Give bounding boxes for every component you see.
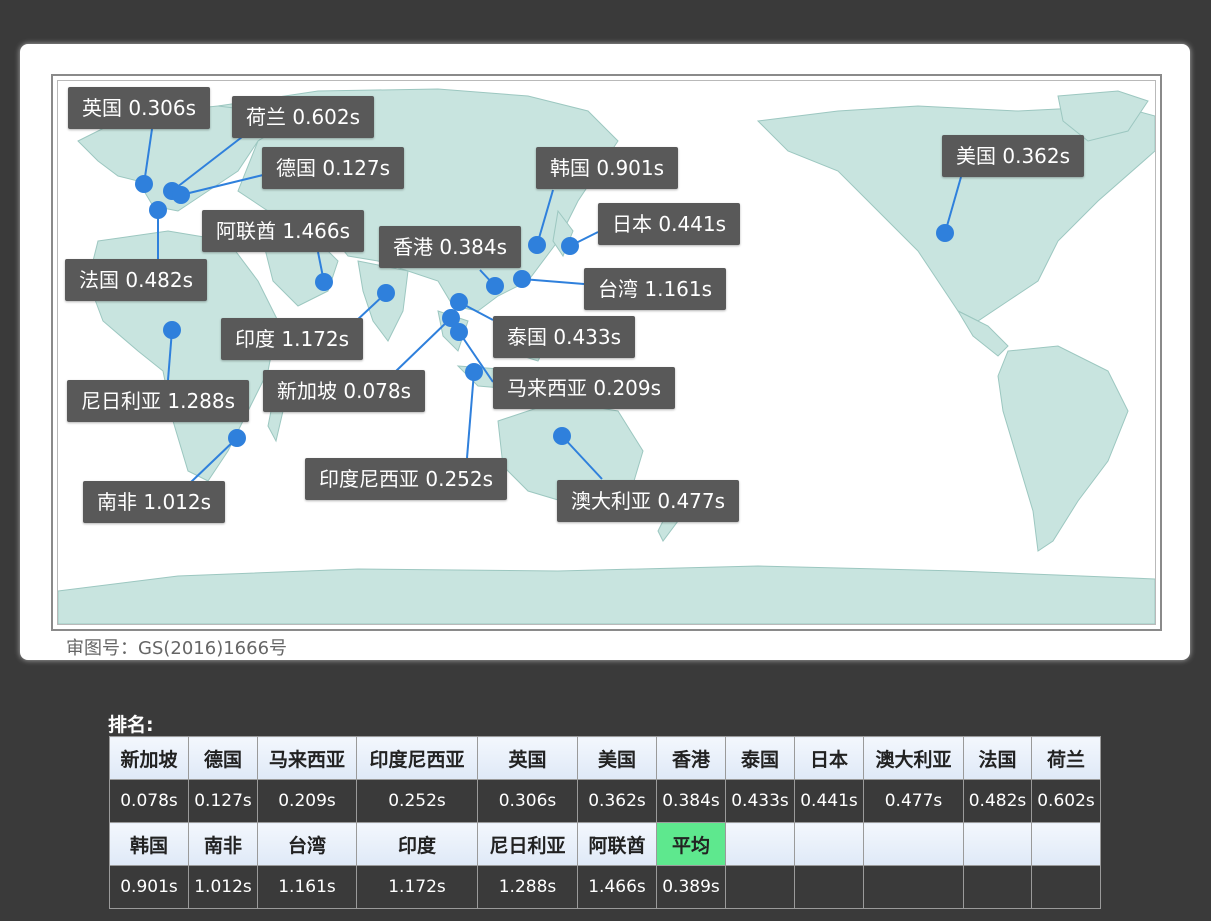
rank-value-cell: 0.209s (257, 779, 357, 823)
map-label-hk[interactable]: 香港 0.384s (379, 226, 522, 268)
rank-value-cell: 0.602s (1031, 779, 1101, 823)
rank-value-cell: 1.012s (188, 865, 258, 909)
rank-name-cell: 荷兰 (1031, 736, 1101, 780)
map-label-ng[interactable]: 尼日利亚 1.288s (67, 380, 250, 422)
rank-empty-cell (863, 865, 964, 909)
rank-name-cell: 澳大利亚 (863, 736, 964, 780)
rank-value-cell: 0.306s (477, 779, 578, 823)
rank-name-cell: 马来西亚 (257, 736, 357, 780)
rank-average-value: 0.389s (656, 865, 726, 909)
rank-average-cell: 平均 (656, 822, 726, 866)
map-label-za[interactable]: 南非 1.012s (83, 481, 226, 523)
rank-name-cell: 尼日利亚 (477, 822, 578, 866)
rank-name-cell: 韩国 (109, 822, 189, 866)
marker-dot-au[interactable] (553, 427, 571, 445)
rank-empty-cell (794, 865, 864, 909)
map-label-us[interactable]: 美国 0.362s (942, 135, 1085, 177)
rank-name-cell: 日本 (794, 736, 864, 780)
rank-name-cell: 印度尼西亚 (356, 736, 478, 780)
rank-name-cell: 英国 (477, 736, 578, 780)
marker-dot-tw[interactable] (513, 270, 531, 288)
marker-dot-fr[interactable] (149, 201, 167, 219)
marker-dot-kr[interactable] (528, 236, 546, 254)
rank-empty-cell (794, 822, 864, 866)
ranking-table: 新加坡 德国 马来西亚 印度尼西亚 英国 美国 香港 泰国 日本 澳大利亚 法国… (109, 736, 1101, 909)
map-label-kr[interactable]: 韩国 0.901s (536, 147, 679, 189)
ranking-row-values: 0.078s 0.127s 0.209s 0.252s 0.306s 0.362… (109, 779, 1101, 823)
map-label-nl[interactable]: 荷兰 0.602s (232, 96, 375, 138)
rank-value-cell: 1.172s (356, 865, 478, 909)
map-label-my[interactable]: 马来西亚 0.209s (493, 367, 676, 409)
rank-value-cell: 0.433s (725, 779, 795, 823)
map-label-ae[interactable]: 阿联酋 1.466s (202, 210, 365, 252)
marker-dot-in[interactable] (377, 284, 395, 302)
marker-dot-sg[interactable] (442, 309, 460, 327)
rank-value-cell: 0.384s (656, 779, 726, 823)
ranking-title: 排名: (108, 714, 154, 736)
map-label-sg[interactable]: 新加坡 0.078s (263, 370, 426, 412)
rank-value-cell: 0.362s (577, 779, 657, 823)
marker-dot-hk[interactable] (486, 277, 504, 295)
rank-name-cell: 阿联酋 (577, 822, 657, 866)
ranking-row-names: 韩国 南非 台湾 印度 尼日利亚 阿联酋 平均 (109, 822, 1101, 866)
map-label-th[interactable]: 泰国 0.433s (493, 316, 636, 358)
rank-value-cell: 0.252s (356, 779, 478, 823)
rank-value-cell: 0.441s (794, 779, 864, 823)
map-label-id[interactable]: 印度尼西亚 0.252s (305, 458, 508, 500)
rank-value-cell: 0.078s (109, 779, 189, 823)
map-label-fr[interactable]: 法国 0.482s (65, 259, 208, 301)
rank-empty-cell (863, 822, 964, 866)
rank-empty-cell (725, 865, 795, 909)
rank-value-cell: 0.127s (188, 779, 258, 823)
map-label-tw[interactable]: 台湾 1.161s (584, 268, 727, 310)
marker-dot-jp[interactable] (561, 237, 579, 255)
rank-empty-cell (725, 822, 795, 866)
rank-value-cell: 0.477s (863, 779, 964, 823)
rank-empty-cell (1031, 865, 1101, 909)
marker-dot-ng[interactable] (163, 321, 181, 339)
map-label-jp[interactable]: 日本 0.441s (598, 203, 741, 245)
marker-dot-de[interactable] (172, 186, 190, 204)
marker-dot-id[interactable] (465, 363, 483, 381)
marker-dot-my[interactable] (450, 323, 468, 341)
rank-name-cell: 南非 (188, 822, 258, 866)
rank-empty-cell (1031, 822, 1101, 866)
ranking-row-names: 新加坡 德国 马来西亚 印度尼西亚 英国 美国 香港 泰国 日本 澳大利亚 法国… (109, 736, 1101, 780)
rank-name-cell: 香港 (656, 736, 726, 780)
rank-empty-cell (963, 865, 1032, 909)
rank-name-cell: 德国 (188, 736, 258, 780)
marker-dot-uk[interactable] (135, 175, 153, 193)
marker-dot-za[interactable] (228, 429, 246, 447)
marker-dot-ae[interactable] (315, 273, 333, 291)
map-label-in[interactable]: 印度 1.172s (221, 318, 364, 360)
rank-name-cell: 印度 (356, 822, 478, 866)
rank-value-cell: 0.901s (109, 865, 189, 909)
rank-empty-cell (963, 822, 1032, 866)
rank-name-cell: 新加坡 (109, 736, 189, 780)
rank-name-cell: 美国 (577, 736, 657, 780)
rank-name-cell: 台湾 (257, 822, 357, 866)
ranking-row-values: 0.901s 1.012s 1.161s 1.172s 1.288s 1.466… (109, 865, 1101, 909)
rank-value-cell: 1.161s (257, 865, 357, 909)
map-label-au[interactable]: 澳大利亚 0.477s (557, 480, 740, 522)
marker-dot-th[interactable] (450, 293, 468, 311)
map-credit: 审图号：GS(2016)1666号 (66, 638, 288, 659)
rank-value-cell: 1.288s (477, 865, 578, 909)
rank-name-cell: 泰国 (725, 736, 795, 780)
rank-value-cell: 1.466s (577, 865, 657, 909)
map-label-uk[interactable]: 英国 0.306s (68, 87, 211, 129)
rank-name-cell: 法国 (963, 736, 1032, 780)
map-label-de[interactable]: 德国 0.127s (262, 147, 405, 189)
rank-value-cell: 0.482s (963, 779, 1032, 823)
marker-dot-us[interactable] (936, 224, 954, 242)
